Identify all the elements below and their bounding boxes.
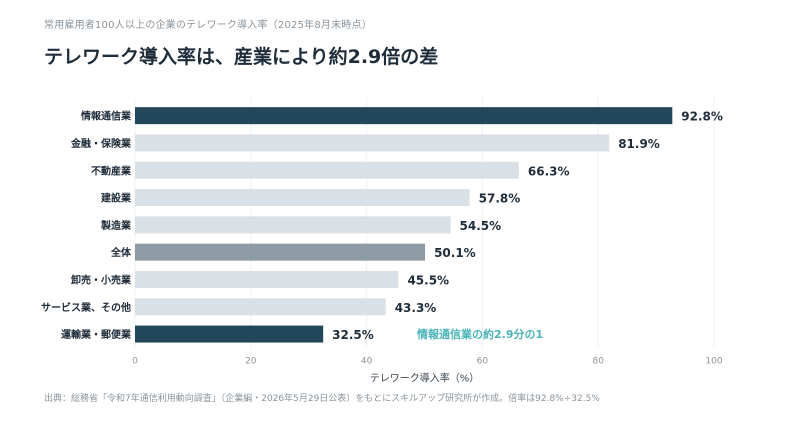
bar <box>135 325 324 343</box>
bar <box>135 161 519 179</box>
category-label: 運輸業・郵便業 <box>61 328 132 341</box>
bar <box>135 134 610 152</box>
bar <box>135 298 386 316</box>
comparison-annotation: 情報通信業の約2.9分の1 <box>417 327 543 341</box>
value-label: 45.5% <box>407 273 449 287</box>
bar <box>135 243 426 261</box>
source-note: 出典：総務省「令和7年通信利用動向調査」（企業編・2026年5月29日公表）をも… <box>44 394 600 404</box>
category-label: サービス業、その他 <box>41 301 131 314</box>
category-label: 不動産業 <box>91 164 132 177</box>
value-label: 66.3% <box>528 164 570 178</box>
x-tick-label: 40 <box>361 357 373 367</box>
category-label: 金融・保険業 <box>70 137 132 150</box>
category-label: 全体 <box>110 246 132 259</box>
x-axis-label: テレワーク導入率（%） <box>370 372 480 385</box>
bar <box>135 216 451 234</box>
value-label: 57.8% <box>479 192 521 206</box>
x-tick-label: 100 <box>705 357 722 367</box>
value-label: 50.1% <box>434 246 476 260</box>
bar <box>135 189 470 207</box>
category-label: 卸売・小売業 <box>71 273 132 286</box>
bar <box>135 107 673 125</box>
x-tick-label: 20 <box>245 357 257 367</box>
chart-subtitle: 常用雇用者100人以上の企業のテレワーク導入率（2025年8月末時点） <box>44 20 372 31</box>
bar <box>135 270 399 288</box>
value-label: 54.5% <box>460 219 502 233</box>
x-tick-label: 80 <box>592 357 604 367</box>
value-label: 92.8% <box>681 110 723 124</box>
category-label: 製造業 <box>100 219 132 232</box>
value-label: 81.9% <box>618 137 660 151</box>
value-label: 43.3% <box>395 301 437 315</box>
category-label: 情報通信業 <box>81 110 132 123</box>
category-label: 建設業 <box>100 192 132 205</box>
x-tick-label: 60 <box>477 357 489 367</box>
x-tick-label: 0 <box>132 357 138 367</box>
chart-title: テレワーク導入率は、産業により約2.9倍の差 <box>44 46 439 68</box>
value-label: 32.5% <box>332 328 374 342</box>
